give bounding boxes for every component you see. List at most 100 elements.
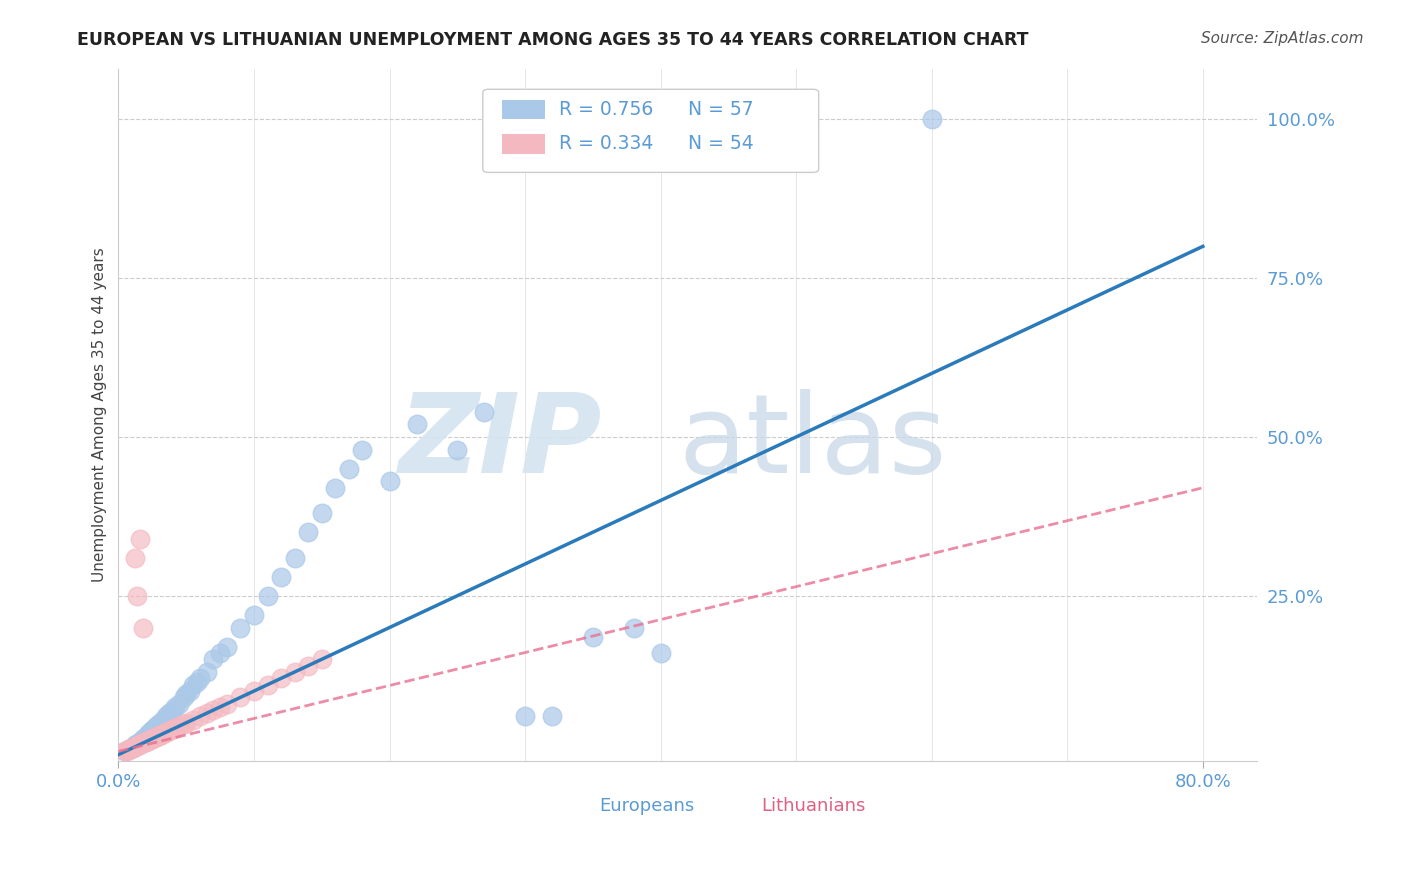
Point <box>148 729 170 743</box>
Point <box>541 709 564 723</box>
Point <box>134 735 156 749</box>
Point <box>169 697 191 711</box>
Point <box>202 703 225 717</box>
Point <box>623 620 645 634</box>
Point <box>513 709 536 723</box>
Point <box>173 690 195 705</box>
Point <box>284 550 307 565</box>
Point <box>188 709 211 723</box>
Text: N = 57: N = 57 <box>688 100 754 119</box>
Point <box>124 550 146 565</box>
Point <box>114 744 136 758</box>
Point <box>118 742 141 756</box>
Point <box>202 652 225 666</box>
Point <box>132 736 155 750</box>
Point <box>143 731 166 745</box>
Point <box>125 738 148 752</box>
Point <box>120 742 142 756</box>
Point <box>162 703 184 717</box>
Point <box>174 715 197 730</box>
Point <box>148 717 170 731</box>
FancyBboxPatch shape <box>502 100 546 119</box>
Point <box>136 727 159 741</box>
Point <box>169 719 191 733</box>
Point <box>141 731 163 746</box>
Point <box>146 729 169 743</box>
Point <box>229 690 252 705</box>
Text: Europeans: Europeans <box>599 797 695 815</box>
Text: Source: ZipAtlas.com: Source: ZipAtlas.com <box>1201 31 1364 46</box>
Point <box>115 744 138 758</box>
Point <box>135 734 157 748</box>
Point <box>129 735 152 749</box>
Point <box>124 739 146 754</box>
Point <box>138 733 160 747</box>
Point <box>243 607 266 622</box>
Point <box>135 730 157 744</box>
Point <box>156 724 179 739</box>
Point <box>124 738 146 752</box>
Text: N = 54: N = 54 <box>688 135 754 153</box>
Point <box>129 738 152 752</box>
Point <box>352 442 374 457</box>
Point <box>174 687 197 701</box>
Point <box>143 721 166 735</box>
Point <box>131 733 153 747</box>
Point <box>139 732 162 747</box>
Point <box>311 506 333 520</box>
Text: ZIP: ZIP <box>399 389 602 496</box>
Point <box>215 697 238 711</box>
FancyBboxPatch shape <box>718 797 751 816</box>
Point <box>135 729 157 743</box>
Point <box>446 442 468 457</box>
Point <box>122 740 145 755</box>
Point <box>162 722 184 736</box>
Point <box>155 709 177 723</box>
Point <box>921 112 943 127</box>
Point <box>129 532 152 546</box>
Point <box>149 715 172 730</box>
Y-axis label: Unemployment Among Ages 35 to 44 years: Unemployment Among Ages 35 to 44 years <box>93 247 107 582</box>
Point <box>165 700 187 714</box>
Point <box>243 684 266 698</box>
Text: Lithuanians: Lithuanians <box>762 797 866 815</box>
Point <box>127 739 149 753</box>
Point <box>118 742 141 756</box>
Point <box>114 744 136 758</box>
Point <box>297 658 319 673</box>
Point <box>474 404 496 418</box>
Point <box>131 737 153 751</box>
Point <box>121 741 143 756</box>
Point <box>155 725 177 739</box>
Point <box>297 525 319 540</box>
Point <box>323 481 346 495</box>
Point <box>582 630 605 644</box>
Point <box>117 743 139 757</box>
Point <box>145 719 167 733</box>
Point <box>142 731 165 745</box>
Point <box>270 570 292 584</box>
Point <box>650 646 672 660</box>
Point <box>157 706 180 721</box>
Point <box>405 417 427 432</box>
Point <box>311 652 333 666</box>
Text: atlas: atlas <box>679 389 948 496</box>
Point <box>179 684 201 698</box>
Point <box>128 738 150 752</box>
FancyBboxPatch shape <box>482 89 818 172</box>
Point <box>195 665 218 679</box>
Point <box>125 739 148 754</box>
Point <box>150 727 173 741</box>
Point <box>209 700 232 714</box>
Point <box>195 706 218 721</box>
Text: EUROPEAN VS LITHUANIAN UNEMPLOYMENT AMONG AGES 35 TO 44 YEARS CORRELATION CHART: EUROPEAN VS LITHUANIAN UNEMPLOYMENT AMON… <box>77 31 1029 49</box>
Point <box>152 713 174 727</box>
Point <box>181 678 204 692</box>
Point <box>134 731 156 745</box>
Point <box>270 671 292 685</box>
Point <box>142 722 165 736</box>
Text: R = 0.334: R = 0.334 <box>560 135 654 153</box>
Point <box>186 674 208 689</box>
Point <box>229 620 252 634</box>
Point <box>152 726 174 740</box>
